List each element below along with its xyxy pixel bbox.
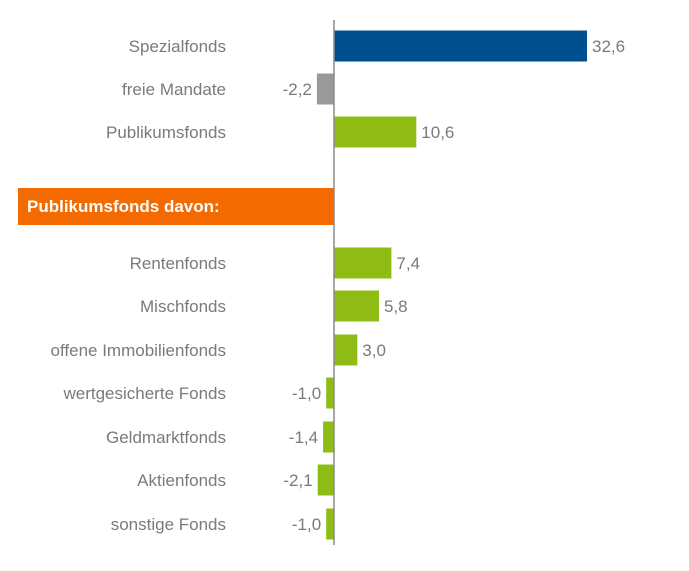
category-label-sonstige-fonds: sonstige Fonds: [111, 515, 226, 534]
bar-rentenfonds: [334, 247, 392, 279]
value-label-offene-immobilienfonds: 3,0: [362, 341, 386, 360]
category-label-spezialfonds: Spezialfonds: [129, 37, 226, 56]
category-label-offene-immobilienfonds: offene Immobilienfonds: [51, 341, 226, 360]
bar-publikumsfonds: [334, 116, 417, 148]
category-label-freie-mandate: freie Mandate: [122, 80, 226, 99]
category-label-geldmarktfonds: Geldmarktfonds: [106, 428, 226, 447]
bar-geldmarktfonds: [323, 421, 334, 453]
bar-offene-immobilienfonds: [334, 334, 358, 366]
section-header-label: Publikumsfonds davon:: [27, 197, 220, 216]
value-label-rentenfonds: 7,4: [396, 254, 420, 273]
value-label-freie-mandate: -2,2: [283, 80, 312, 99]
value-label-wertgesicherte-fonds: -1,0: [292, 384, 321, 403]
bar-aktienfonds: [317, 464, 334, 496]
bars-group: Spezialfonds 32,6 freie Mandate -2,2 Publiku…: [51, 30, 625, 540]
value-label-mischfonds: 5,8: [384, 297, 408, 316]
category-label-mischfonds: Mischfonds: [140, 297, 226, 316]
category-label-publikumsfonds: Publikumsfonds: [106, 123, 226, 142]
bar-mischfonds: [334, 290, 379, 322]
value-label-publikumsfonds: 10,6: [421, 123, 454, 142]
bar-wertgesicherte-fonds: [326, 377, 334, 409]
bar-freie-mandate: [316, 73, 334, 105]
value-label-spezialfonds: 32,6: [592, 37, 625, 56]
value-label-aktienfonds: -2,1: [283, 471, 312, 490]
category-label-wertgesicherte-fonds: wertgesicherte Fonds: [62, 384, 226, 403]
category-label-aktienfonds: Aktienfonds: [137, 471, 226, 490]
section-header-bar: [18, 188, 334, 225]
bar-spezialfonds: [334, 30, 587, 62]
value-label-sonstige-fonds: -1,0: [292, 515, 321, 534]
category-label-rentenfonds: Rentenfonds: [130, 254, 226, 273]
bar-sonstige-fonds: [326, 508, 334, 540]
value-label-geldmarktfonds: -1,4: [289, 428, 318, 447]
